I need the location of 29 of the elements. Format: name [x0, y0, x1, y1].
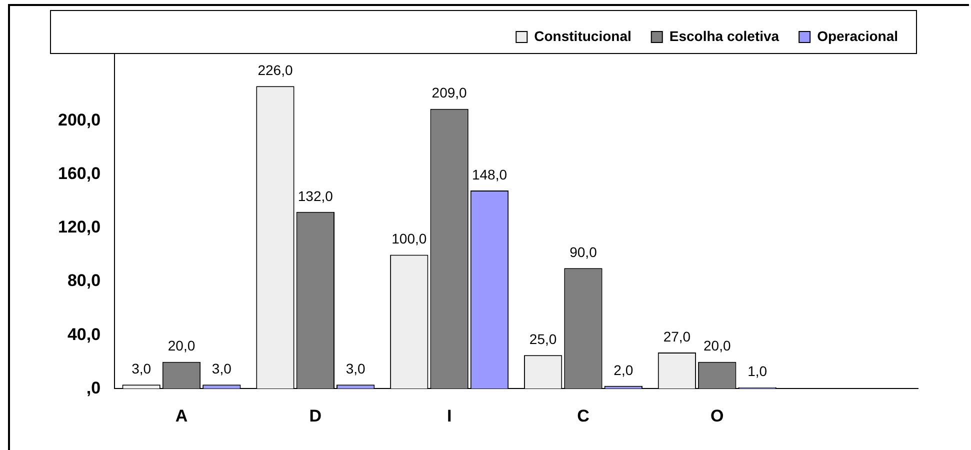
- data-label: 3,0: [132, 360, 152, 376]
- data-label: 3,0: [212, 360, 232, 376]
- legend-label: Constitucional: [534, 28, 632, 44]
- data-label: 226,0: [258, 62, 293, 78]
- y-tick-label: ,0: [86, 378, 101, 398]
- data-label: 2,0: [614, 362, 634, 378]
- x-tick-label: D: [309, 406, 322, 426]
- data-label: 1,0: [748, 363, 768, 380]
- legend-label: Escolha coletiva: [669, 28, 780, 44]
- data-label: 25,0: [529, 331, 557, 347]
- data-label: 100,0: [392, 230, 427, 247]
- x-tick-label: O: [710, 406, 724, 426]
- data-label: 132,0: [298, 188, 334, 204]
- y-tick-label: 200,0: [58, 110, 101, 130]
- x-tick-label: A: [175, 406, 188, 426]
- data-label: 209,0: [432, 84, 468, 101]
- x-tick-label: I: [446, 406, 452, 426]
- y-tick-label: 80,0: [67, 271, 101, 290]
- legend-label: Operacional: [817, 28, 898, 44]
- data-label: 3,0: [346, 360, 366, 376]
- y-tick-label: 40,0: [67, 324, 101, 344]
- data-label: 20,0: [168, 338, 196, 354]
- x-tick-label: C: [577, 406, 590, 426]
- y-tick-label: 160,0: [58, 164, 101, 184]
- data-label: 90,0: [570, 244, 598, 260]
- data-label: 27,0: [663, 328, 691, 344]
- data-label: 20,0: [704, 338, 731, 354]
- data-label: 148,0: [472, 166, 508, 182]
- y-tick-label: 120,0: [58, 218, 101, 237]
